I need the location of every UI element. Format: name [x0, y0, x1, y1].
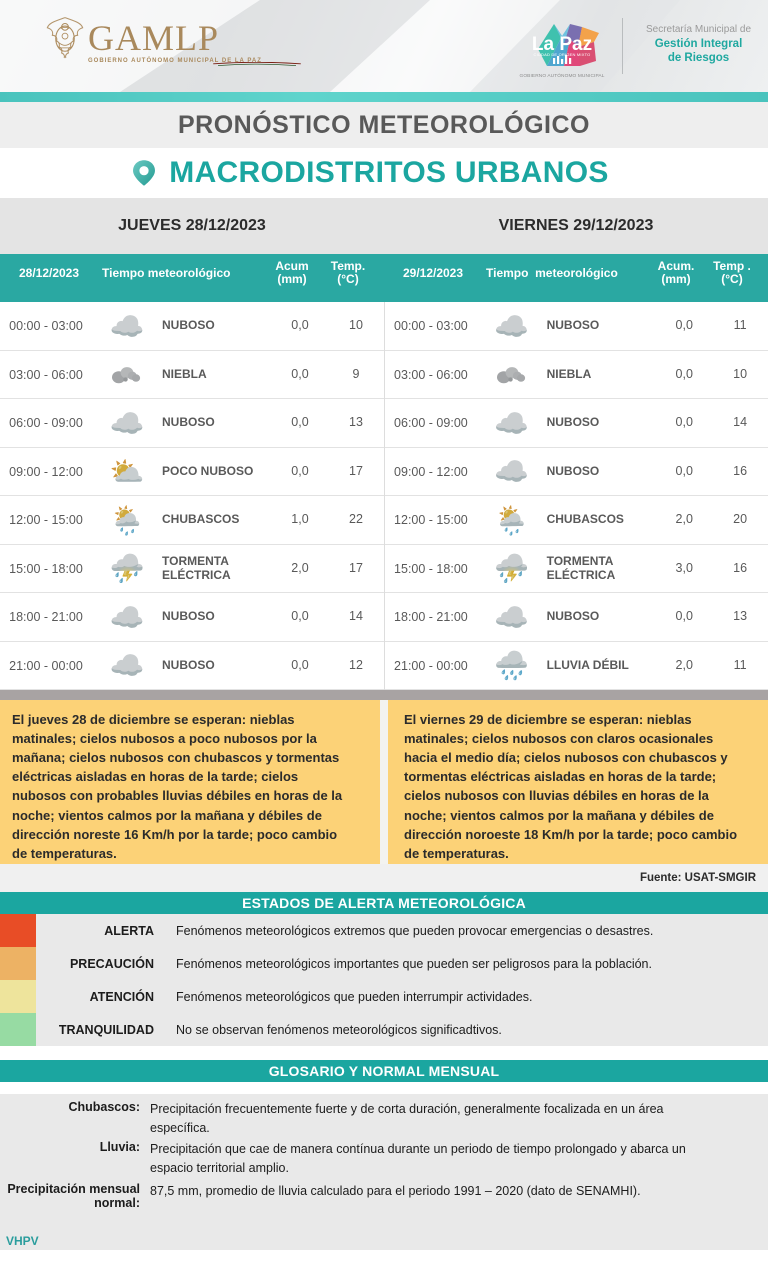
svg-text:GOBIERNO AUTÓNOMO MUNICIPAL: GOBIERNO AUTÓNOMO MUNICIPAL: [520, 72, 605, 79]
svg-text:CIUDAD DE ORIGEN MIXTO: CIUDAD DE ORIGEN MIXTO: [534, 52, 591, 57]
